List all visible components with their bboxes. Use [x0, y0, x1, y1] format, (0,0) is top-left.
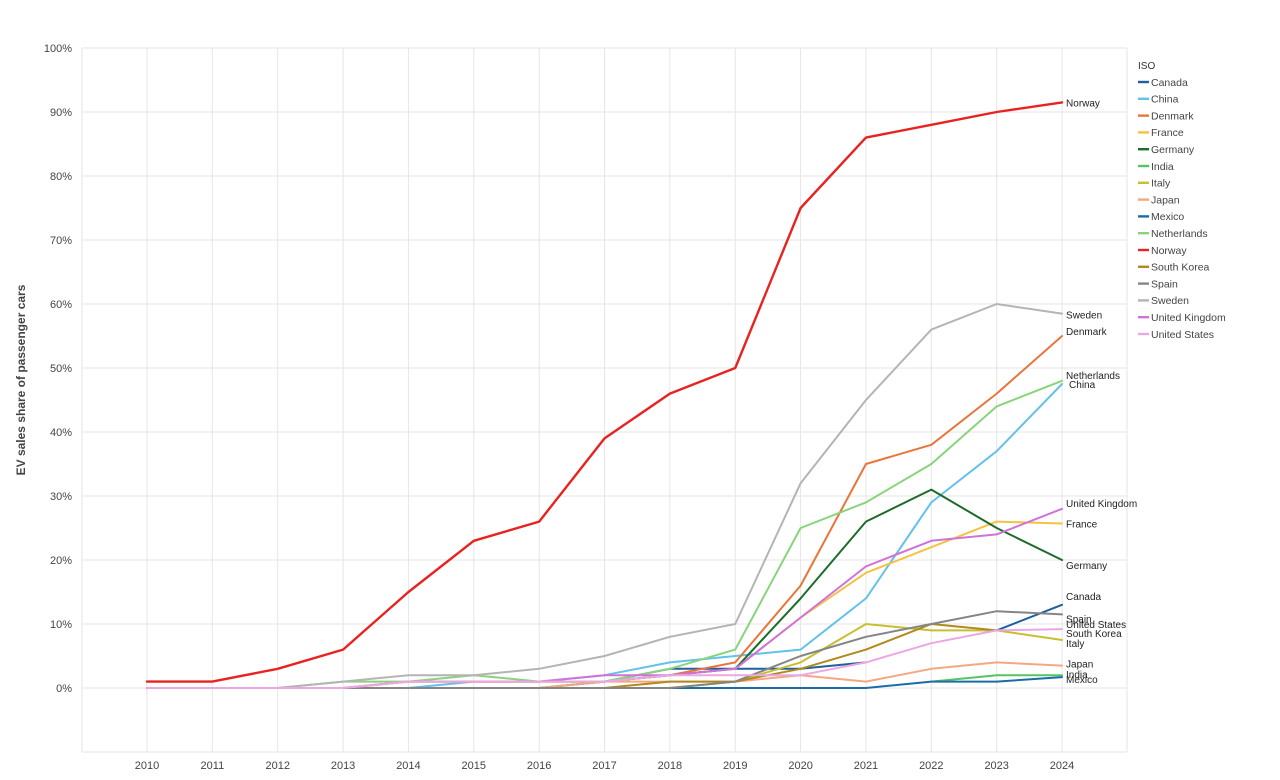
legend-label-canada: Canada [1151, 77, 1188, 89]
legend-label-denmark: Denmark [1151, 110, 1194, 122]
legend-label-united-states: United States [1151, 329, 1214, 341]
x-tick-label: 2016 [527, 760, 551, 772]
series-line-norway [145, 101, 1064, 683]
legend-label-japan: Japan [1151, 194, 1180, 206]
end-label-japan: Japan [1066, 660, 1093, 671]
x-tick-label: 2013 [331, 760, 355, 772]
x-tick-label: 2022 [919, 760, 943, 772]
x-tick-label: 2015 [462, 760, 486, 772]
y-tick-label: 100% [44, 43, 72, 55]
y-tick-label: 10% [50, 619, 72, 631]
end-label-mexico: Mexico [1066, 675, 1098, 686]
end-label-france: France [1066, 520, 1098, 531]
series-sweden [146, 303, 1064, 689]
end-label-china: China [1069, 380, 1096, 391]
end-label-india: India [1066, 670, 1088, 681]
y-tick-label: 30% [50, 491, 72, 503]
series-india [930, 674, 1064, 683]
end-label-italy: Italy [1066, 639, 1084, 650]
x-tick-label: 2017 [592, 760, 616, 772]
end-label-germany: Germany [1066, 561, 1107, 572]
end-label-netherlands: Netherlands [1066, 371, 1120, 382]
end-label-norway: Norway [1066, 98, 1100, 109]
y-tick-label: 20% [50, 555, 72, 567]
x-tick-label: 2018 [658, 760, 682, 772]
legend-label-italy: Italy [1151, 178, 1171, 190]
legend-label-south-korea: South Korea [1151, 262, 1210, 274]
y-tick-label: 50% [50, 363, 72, 375]
y-axis-label: EV sales share of passenger cars [14, 284, 28, 475]
end-label-united-kingdom: United Kingdom [1066, 499, 1137, 510]
legend-label-india: India [1151, 161, 1174, 173]
y-tick-label: 80% [50, 171, 72, 183]
end-label-spain: Spain [1066, 614, 1092, 625]
x-tick-label: 2012 [265, 760, 289, 772]
end-label-south-korea: South Korea [1066, 629, 1122, 640]
x-tick-label: 2020 [788, 760, 812, 772]
y-tick-label: 90% [50, 107, 72, 119]
legend-label-france: France [1151, 127, 1184, 139]
series-norway [145, 101, 1064, 683]
x-tick-label: 2011 [201, 760, 225, 772]
x-tick-label: 2024 [1050, 760, 1074, 772]
x-tick-label: 2019 [723, 760, 747, 772]
end-label-sweden: Sweden [1066, 311, 1102, 322]
y-tick-label: 70% [50, 235, 72, 247]
legend-label-sweden: Sweden [1151, 295, 1189, 307]
legend-title: ISO [1138, 61, 1155, 72]
legend-label-germany: Germany [1151, 144, 1195, 156]
y-tick-label: 0% [56, 683, 72, 695]
legend-label-united-kingdom: United Kingdom [1151, 312, 1226, 324]
x-axis-ticks: 2010 2011 2012 2013 2014 2015 2016 2017 2018 2019… [135, 760, 1075, 772]
legend-label-china: China [1151, 94, 1179, 106]
x-tick-label: 2014 [396, 760, 420, 772]
series-line-united-states [146, 628, 1064, 689]
series-end-labels: Canada China Denmark France Germany India Ital… [1066, 98, 1137, 686]
series-line-sweden [146, 303, 1064, 689]
gridlines [81, 47, 1128, 753]
x-tick-label: 2021 [854, 760, 878, 772]
series-line-india [930, 674, 1064, 683]
y-tick-label: 40% [50, 427, 72, 439]
legend-label-spain: Spain [1151, 278, 1178, 290]
series-line-canada [995, 603, 1064, 632]
series-lines [145, 101, 1064, 689]
y-axis-ticks: 0% 10% 20% 30% 40% 50% 60% 70% 80% 90% 100% [44, 43, 72, 695]
legend-label-mexico: Mexico [1151, 211, 1184, 223]
legend-label-norway: Norway [1151, 245, 1187, 257]
x-tick-label: 2010 [135, 760, 159, 772]
end-label-canada: Canada [1066, 592, 1101, 603]
legend: ISO Canada China Denmark France Germany India… [1138, 61, 1226, 341]
end-label-united-states: United States [1066, 620, 1126, 631]
legend-label-netherlands: Netherlands [1151, 228, 1208, 240]
end-label-denmark: Denmark [1066, 327, 1108, 338]
x-tick-label: 2023 [984, 760, 1008, 772]
series-united-states [146, 628, 1064, 689]
y-tick-label: 60% [50, 299, 72, 311]
